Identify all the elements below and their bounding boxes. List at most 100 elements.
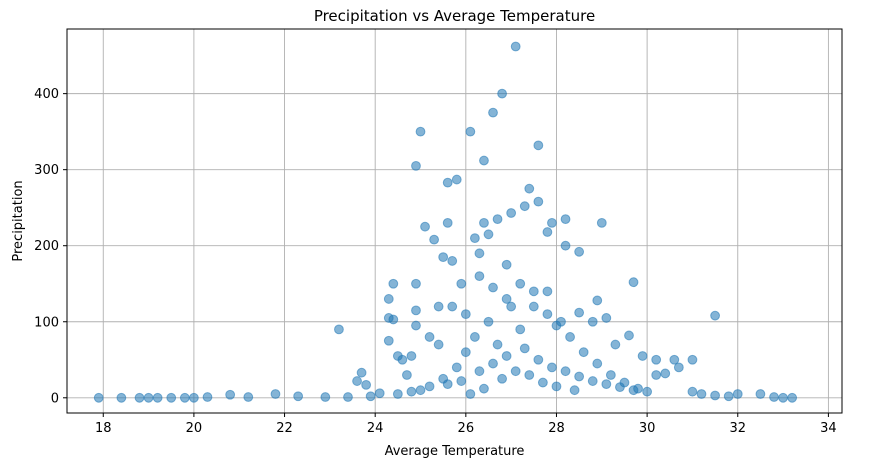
data-point xyxy=(519,343,530,354)
data-point xyxy=(787,392,798,403)
data-point xyxy=(515,278,526,289)
data-point xyxy=(402,370,412,380)
data-point xyxy=(320,392,331,402)
data-point xyxy=(406,386,417,397)
data-point xyxy=(424,381,435,392)
y-tick-label: 400 xyxy=(34,87,59,102)
data-point xyxy=(669,354,680,365)
data-point xyxy=(615,382,625,393)
data-point xyxy=(506,208,517,218)
data-point xyxy=(551,381,562,392)
data-point xyxy=(533,140,544,151)
data-point xyxy=(488,358,498,369)
data-point xyxy=(488,107,498,118)
x-tick-label: 24 xyxy=(367,421,384,436)
data-point xyxy=(93,392,104,403)
data-point xyxy=(424,332,435,342)
data-point xyxy=(451,362,462,373)
data-point xyxy=(456,278,467,289)
data-point xyxy=(587,316,598,327)
data-point xyxy=(411,320,421,331)
x-tick-label: 26 xyxy=(458,421,475,436)
data-point xyxy=(179,392,190,403)
data-point xyxy=(673,362,684,373)
data-point xyxy=(651,354,662,365)
data-point xyxy=(732,389,743,399)
x-tick-label: 30 xyxy=(639,421,656,436)
data-point xyxy=(547,362,557,373)
data-point xyxy=(542,286,553,297)
x-axis-label: Average Temperature xyxy=(385,444,525,459)
data-point xyxy=(537,377,548,388)
data-point xyxy=(560,214,571,225)
chart-title: Precipitation vs Average Temperature xyxy=(314,7,595,25)
data-point xyxy=(510,366,521,377)
data-point xyxy=(687,354,698,365)
data-point xyxy=(469,332,480,342)
data-point xyxy=(415,385,426,396)
data-point xyxy=(651,370,662,380)
plot-frame xyxy=(66,28,843,414)
data-point xyxy=(474,271,485,282)
data-point xyxy=(442,218,453,228)
data-point xyxy=(755,389,766,399)
data-point xyxy=(460,347,471,358)
data-point xyxy=(556,316,566,327)
data-point xyxy=(420,221,430,232)
data-point xyxy=(578,347,589,358)
data-point xyxy=(451,174,462,185)
x-tick-label: 32 xyxy=(729,421,746,436)
data-point xyxy=(660,368,671,379)
data-point xyxy=(474,366,485,377)
x-tick-label: 34 xyxy=(820,421,837,436)
x-tick-label: 20 xyxy=(186,421,203,436)
data-point xyxy=(429,234,440,245)
data-point xyxy=(510,41,521,52)
data-point xyxy=(601,379,612,390)
data-point xyxy=(524,370,535,380)
data-point xyxy=(479,383,489,394)
data-point xyxy=(592,358,603,369)
data-point xyxy=(696,389,707,399)
data-point xyxy=(497,88,507,99)
data-point xyxy=(528,286,539,297)
data-point xyxy=(560,240,571,251)
data-point xyxy=(411,278,421,289)
data-point xyxy=(365,391,376,402)
data-point xyxy=(442,379,453,390)
data-point xyxy=(352,376,362,386)
data-point xyxy=(601,313,612,323)
data-point xyxy=(497,373,507,384)
y-tick-label: 300 xyxy=(34,163,59,178)
data-point xyxy=(637,351,648,361)
data-point xyxy=(524,183,535,194)
data-point xyxy=(433,339,444,350)
data-point xyxy=(642,386,653,397)
data-point xyxy=(406,351,417,361)
data-point xyxy=(596,218,607,228)
data-point xyxy=(710,390,720,401)
data-point xyxy=(465,126,476,137)
data-point xyxy=(465,389,476,399)
data-point xyxy=(492,339,503,350)
data-point xyxy=(587,376,598,386)
data-point xyxy=(592,295,603,306)
data-point xyxy=(710,310,720,321)
data-point xyxy=(447,256,458,266)
data-point xyxy=(415,126,426,137)
data-point xyxy=(501,351,512,361)
data-point xyxy=(769,392,779,402)
y-axis-label: Precipitation xyxy=(11,180,26,261)
data-point xyxy=(474,248,485,259)
data-point xyxy=(356,367,367,378)
data-point xyxy=(383,294,394,304)
data-point xyxy=(560,366,571,377)
data-point xyxy=(411,160,421,171)
data-point xyxy=(542,227,553,237)
data-point xyxy=(483,229,494,240)
data-point xyxy=(411,305,421,316)
data-point xyxy=(383,335,394,346)
axis-ticks: 18 20 22 24 26 28 30 32 34 0 100 200 300 400 xyxy=(34,87,837,436)
data-point xyxy=(392,389,403,399)
